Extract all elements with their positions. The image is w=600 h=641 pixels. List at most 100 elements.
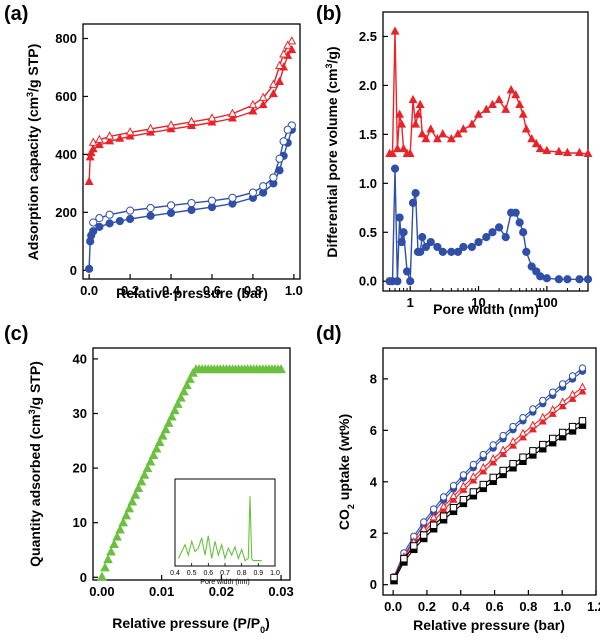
inset-xlabel: Pore width (nm) bbox=[200, 579, 249, 586]
x-tick-label: 0.03 bbox=[268, 584, 293, 599]
series-2-point bbox=[499, 449, 508, 457]
y-tick-label: 400 bbox=[55, 147, 77, 162]
x-tick-label: 1.0 bbox=[285, 283, 303, 298]
series-5-point bbox=[529, 447, 537, 455]
panel-d-ylabel-part2: uptake (wt%) bbox=[336, 414, 352, 504]
series-3-point bbox=[146, 203, 155, 213]
series-0-point bbox=[248, 106, 258, 115]
series-0-point bbox=[142, 463, 153, 473]
series-0-point bbox=[130, 489, 141, 499]
series-2-point bbox=[439, 505, 448, 513]
series-2-point bbox=[89, 227, 98, 236]
series-0-point bbox=[106, 546, 116, 556]
y-tick-label: 2.0 bbox=[359, 78, 377, 93]
panel-d: (d) 0.0 0.2 0.4 0.6 0.8 1.0 1.2 0 2 4 6 8 Relative … bbox=[316, 323, 600, 633]
series-2-point bbox=[95, 222, 104, 231]
series-0-point bbox=[415, 99, 425, 109]
series-1-point bbox=[549, 388, 557, 396]
y-tick-label: 6 bbox=[370, 423, 377, 438]
series-1-point bbox=[88, 137, 98, 146]
panel-b-marks bbox=[385, 26, 593, 286]
series-1-point bbox=[406, 277, 415, 286]
series-1-point bbox=[420, 518, 428, 526]
series-0-point bbox=[535, 143, 545, 153]
series-0-point bbox=[554, 146, 564, 156]
series-0-point bbox=[182, 380, 192, 390]
y-tick-label: 20 bbox=[73, 461, 87, 476]
y-tick-label: 30 bbox=[73, 406, 87, 421]
series-5-point bbox=[558, 428, 567, 437]
panel-c-ylabel-part1: Quantity adsorbed (cm bbox=[27, 414, 43, 566]
series-1-point bbox=[125, 127, 135, 136]
series-0-point bbox=[157, 430, 168, 440]
inset-x-tick-label: 0.6 bbox=[203, 570, 213, 577]
series-3-point bbox=[207, 196, 217, 205]
series-0-point bbox=[521, 124, 531, 133]
series-1-point bbox=[519, 228, 528, 237]
series-1-point bbox=[207, 113, 217, 122]
inset-x-tick-label: 0.7 bbox=[220, 570, 230, 577]
y-tick-label: 600 bbox=[55, 89, 77, 104]
series-5-point bbox=[499, 466, 507, 475]
series-1-point bbox=[509, 422, 517, 431]
series-0-point bbox=[88, 143, 98, 153]
panel-a-ylabel: Adsorption capacity (cm3/g STP) bbox=[25, 44, 41, 261]
y-tick-label: 0 bbox=[370, 577, 377, 592]
series-2-point bbox=[187, 205, 196, 215]
series-1-point bbox=[449, 481, 458, 490]
series-2-point bbox=[125, 214, 135, 224]
series-0-point bbox=[97, 571, 107, 581]
series-1-point bbox=[268, 79, 278, 88]
panel-a-ylabel-part2: /g STP) bbox=[25, 44, 41, 92]
series-0-point bbox=[136, 476, 147, 486]
series-0-point bbox=[133, 483, 144, 493]
series-0-line bbox=[88, 49, 293, 182]
inset-x-tick-label: 1.0 bbox=[270, 570, 280, 577]
series-3-point bbox=[166, 201, 176, 210]
panel-d-ylabel-part1: CO bbox=[336, 509, 352, 530]
series-3-point bbox=[95, 214, 104, 223]
series-1-point bbox=[554, 275, 563, 284]
series-2-point bbox=[449, 495, 458, 503]
series-0-point bbox=[453, 129, 463, 138]
x-tick-label: 0.4 bbox=[162, 283, 181, 298]
y-tick-label: 8 bbox=[370, 371, 377, 386]
series-3-point bbox=[509, 436, 518, 445]
series-0-point bbox=[151, 443, 162, 453]
series-2-point bbox=[105, 219, 114, 228]
panel-d-ylabel: CO2 uptake (wt%) bbox=[336, 414, 356, 530]
series-1-point bbox=[418, 233, 427, 242]
series-3-point bbox=[518, 428, 527, 437]
panel-c-inset: 0.4 0.5 0.6 0.7 0.8 0.9 1.0 Pore width (nm) bbox=[170, 478, 280, 586]
inset-marks bbox=[177, 496, 262, 562]
panel-a-ticks: 0.0 0.2 0.4 0.6 0.8 1.0 0 200 400 600 800 bbox=[55, 31, 303, 298]
series-1-point bbox=[402, 267, 412, 276]
series-1-point bbox=[474, 237, 483, 247]
series-5-point bbox=[420, 531, 428, 539]
series-1-point bbox=[421, 242, 431, 252]
series-2-point bbox=[459, 485, 468, 493]
x-tick-label: 1.0 bbox=[553, 599, 571, 614]
y-tick-label: 2 bbox=[370, 526, 377, 541]
series-1-line bbox=[393, 367, 583, 578]
series-0-point bbox=[501, 104, 511, 113]
series-0-point bbox=[562, 147, 572, 156]
panel-c-xlabel-sub: 0 bbox=[260, 625, 265, 635]
series-2-point bbox=[166, 208, 176, 218]
panel-b: (b) 1 10 100 0.0 0.5 1.0 1.5 2.0 2.5 Pore width … bbox=[316, 3, 593, 317]
series-0-point bbox=[426, 124, 436, 133]
panel-d-frame bbox=[382, 347, 597, 596]
x-tick-label: 0.01 bbox=[149, 584, 174, 599]
series-0-point bbox=[583, 148, 593, 157]
series-0-point bbox=[411, 119, 421, 128]
series-1-point bbox=[94, 134, 104, 143]
series-1-point bbox=[187, 116, 196, 125]
panel-c-frame bbox=[92, 347, 291, 581]
series-1-point bbox=[283, 40, 293, 49]
series-0-point bbox=[173, 398, 183, 408]
series-0-line bbox=[393, 370, 583, 581]
series-2-point bbox=[548, 409, 557, 417]
inset-ticks: 0.4 0.5 0.6 0.7 0.8 0.9 1.0 bbox=[170, 563, 280, 577]
series-0-point bbox=[458, 124, 468, 133]
panel-a-marks bbox=[84, 36, 297, 273]
